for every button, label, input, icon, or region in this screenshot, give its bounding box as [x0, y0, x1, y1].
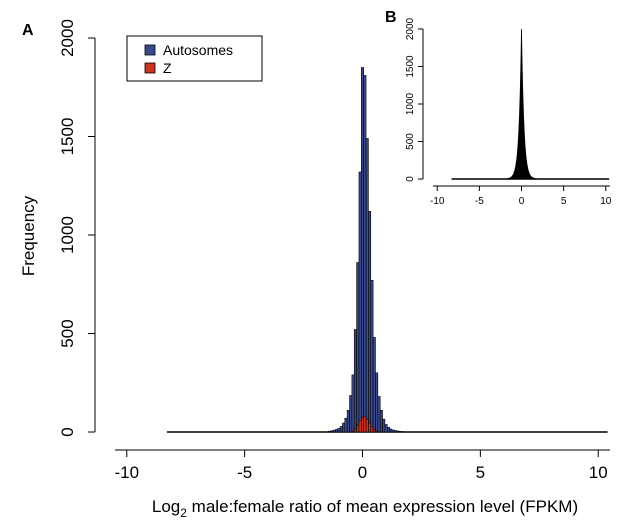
z-bar — [375, 430, 379, 433]
autosomes-bar — [346, 410, 350, 433]
x-tick-label: 10 — [589, 463, 608, 482]
x-axis-title-rest: male:female ratio of mean expression lev… — [187, 497, 578, 516]
autosomes-bar — [386, 426, 390, 433]
inset-x-tick-label: 0 — [519, 196, 525, 207]
autosomes-bar — [377, 396, 381, 433]
autosomes-bar — [363, 75, 367, 433]
legend-swatch-autosomes — [144, 44, 156, 56]
legend-swatch-z — [144, 62, 156, 74]
autosomes-bar — [389, 428, 393, 433]
z-bar — [365, 418, 369, 433]
autosomes-bar — [358, 171, 362, 433]
inset-y-tick-label: 1500 — [405, 55, 416, 78]
autosomes-bar — [384, 424, 388, 433]
inset-y-tick-label: 0 — [405, 176, 416, 182]
autosomes-bar — [361, 67, 364, 433]
autosomes-bar — [368, 211, 372, 433]
inset-y-tick-label: 500 — [405, 133, 416, 150]
inset-x-tick-label: 5 — [561, 196, 567, 207]
autosomes-bar — [339, 426, 343, 433]
autosomes-bar — [335, 429, 339, 433]
z-bar — [368, 422, 372, 433]
autosomes-bar — [328, 430, 331, 433]
panel-b-distribution-area — [500, 28, 543, 180]
inset-x-tick-label: 10 — [600, 196, 612, 207]
x-tick-label: -5 — [237, 463, 252, 482]
inset-y-tick-label: 1000 — [405, 92, 416, 115]
autosomes-bar — [351, 374, 355, 433]
inset-x-tick-label: -5 — [475, 196, 484, 207]
x-axis-title: Log2 male:female ratio of mean expressio… — [152, 497, 578, 520]
z-bars — [351, 415, 379, 433]
y-tick-label: 0 — [58, 427, 77, 436]
autosomes-bar — [349, 395, 353, 433]
legend-label-z: Z — [163, 60, 172, 76]
autosomes-bar — [332, 429, 336, 433]
x-tick-label: 0 — [358, 463, 367, 482]
panel-b-y-ticks: 0 500 1000 1500 2000 — [405, 17, 423, 182]
legend: Autosomes Z — [126, 35, 263, 82]
autosomes-bar — [356, 262, 360, 433]
autosomes-bar — [344, 417, 348, 433]
z-bar — [351, 430, 355, 433]
autosomes-bar — [330, 430, 334, 433]
panel-b-inset: B 0 500 1000 1500 2000 -10 -5 0 5 10 — [385, 9, 612, 207]
autosomes-bars — [328, 67, 405, 433]
legend-label-autosomes: Autosomes — [163, 42, 233, 58]
autosomes-bar — [353, 329, 357, 433]
z-bar — [370, 426, 374, 433]
inset-x-tick-label: -10 — [430, 196, 445, 207]
panel-b-x-ticks: -10 -5 0 5 10 — [430, 186, 612, 207]
x-axis-title-prefix: Log — [152, 497, 180, 516]
z-bar — [372, 429, 376, 433]
z-bar — [361, 416, 364, 433]
autosomes-bar — [365, 138, 369, 433]
y-tick-label: 2000 — [58, 19, 77, 57]
autosomes-bar — [394, 430, 397, 433]
autosomes-bar — [382, 418, 386, 433]
panel-a-label: A — [22, 22, 34, 39]
y-tick-label: 1000 — [58, 216, 77, 254]
z-bar — [358, 419, 362, 433]
legend-box — [126, 35, 263, 82]
autosomes-bar — [337, 428, 341, 433]
panel-a-x-ticks: -10 -5 0 5 10 — [114, 450, 608, 482]
z-bar — [353, 428, 357, 433]
autosomes-bar — [396, 430, 400, 433]
x-tick-label: 5 — [476, 463, 485, 482]
x-axis-title-subscript: 2 — [180, 506, 187, 520]
y-tick-label: 500 — [58, 319, 77, 347]
autosomes-bar — [370, 280, 374, 433]
y-axis-title: Frequency — [19, 195, 38, 276]
autosomes-bar — [398, 431, 402, 433]
autosomes-bar — [372, 337, 376, 433]
panel-a-y-ticks: 0 500 1000 1500 2000 — [58, 19, 95, 437]
y-tick-label: 1500 — [58, 118, 77, 156]
z-bar — [363, 415, 367, 433]
inset-y-tick-label: 2000 — [405, 17, 416, 40]
x-tick-label: -10 — [114, 463, 139, 482]
z-bar — [356, 424, 360, 433]
autosomes-bar — [391, 429, 395, 433]
panel-b-label: B — [385, 9, 397, 26]
autosomes-bar — [379, 410, 383, 433]
autosomes-bar — [342, 422, 346, 433]
autosomes-bar — [375, 372, 379, 433]
